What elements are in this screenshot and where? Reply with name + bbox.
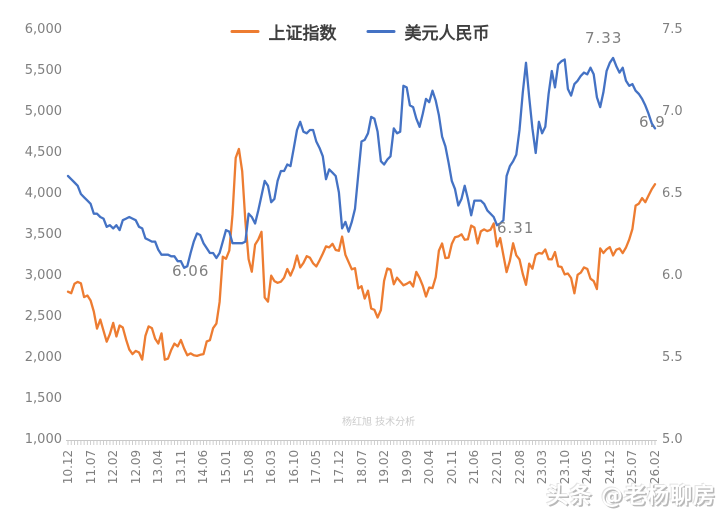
watermark-author: 杨红旭 技术分析 bbox=[342, 417, 416, 428]
y-left-tick-label: 4,500 bbox=[24, 145, 62, 160]
x-tick-label: 18.07 bbox=[354, 449, 369, 485]
y-left-tick-label: 6,000 bbox=[24, 22, 62, 37]
y-right-tick-label: 7.0 bbox=[662, 104, 683, 119]
y-left-tick-label: 1,500 bbox=[24, 391, 62, 406]
x-tick-label: 17.05 bbox=[309, 449, 324, 485]
usdcny-line-swatch bbox=[366, 29, 396, 34]
sse-legend-label: 上证指数 bbox=[268, 24, 337, 44]
x-tick-label: 19.09 bbox=[399, 449, 414, 485]
x-tick-label: 17.12 bbox=[331, 449, 346, 485]
x-tick-label: 13.04 bbox=[151, 449, 166, 485]
y-left-tick-label: 4,000 bbox=[24, 186, 62, 201]
y-left-tick-label: 3,500 bbox=[24, 227, 62, 242]
y-left-tick-label: 1,000 bbox=[24, 432, 62, 447]
watermark-toutiao: 头条 @老杨聊房 bbox=[546, 484, 716, 509]
usdcny-line bbox=[66, 56, 657, 269]
data-annotation: 6.06 bbox=[172, 262, 210, 280]
y-left-tick-label: 5,000 bbox=[24, 104, 62, 119]
y-right-tick-label: 6.0 bbox=[662, 268, 683, 283]
y-right-tick-label: 6.5 bbox=[662, 186, 683, 201]
y-left-tick-label: 2,000 bbox=[24, 350, 62, 365]
legend: 上证指数 美元人民币 bbox=[230, 19, 490, 44]
sse-line bbox=[66, 147, 657, 361]
x-tick-label: 15.08 bbox=[241, 449, 256, 485]
x-tick-label: 16.10 bbox=[286, 449, 301, 485]
x-tick-label: 12.09 bbox=[128, 449, 143, 485]
x-tick-label: 22.08 bbox=[512, 449, 527, 485]
y-right-tick-label: 5.0 bbox=[662, 432, 683, 447]
x-tick-label: 19.02 bbox=[377, 449, 392, 485]
data-annotation: 6.9 bbox=[639, 113, 666, 131]
y-right-tick-label: 7.5 bbox=[662, 22, 683, 37]
x-tick-label: 10.12 bbox=[61, 449, 75, 485]
y-left-tick-label: 2,500 bbox=[24, 309, 62, 324]
x-tick-label: 21.06 bbox=[467, 449, 482, 485]
x-tick-label: 13.11 bbox=[173, 449, 188, 485]
x-tick-label: 12.02 bbox=[106, 449, 121, 485]
legend-item-sse: 上证指数 bbox=[230, 19, 337, 44]
usdcny-legend-label: 美元人民币 bbox=[404, 24, 490, 44]
x-tick-label: 22.01 bbox=[489, 449, 504, 485]
y-left-tick-label: 5,500 bbox=[24, 63, 62, 78]
sse-line-swatch bbox=[230, 29, 260, 34]
x-tick-label: 15.01 bbox=[219, 449, 234, 485]
x-tick-label: 20.11 bbox=[444, 449, 459, 485]
y-right-tick-label: 5.5 bbox=[662, 350, 683, 365]
x-tick-label: 11.07 bbox=[83, 449, 98, 485]
x-tick-label: 20.04 bbox=[422, 449, 437, 485]
x-tick-label: 16.03 bbox=[264, 449, 279, 485]
data-annotation: 7.33 bbox=[585, 29, 623, 47]
data-annotation: 6.31 bbox=[497, 219, 535, 237]
legend-item-usdcny: 美元人民币 bbox=[366, 19, 490, 44]
x-tick-label: 14.06 bbox=[196, 449, 211, 485]
y-left-tick-label: 3,000 bbox=[24, 268, 62, 283]
